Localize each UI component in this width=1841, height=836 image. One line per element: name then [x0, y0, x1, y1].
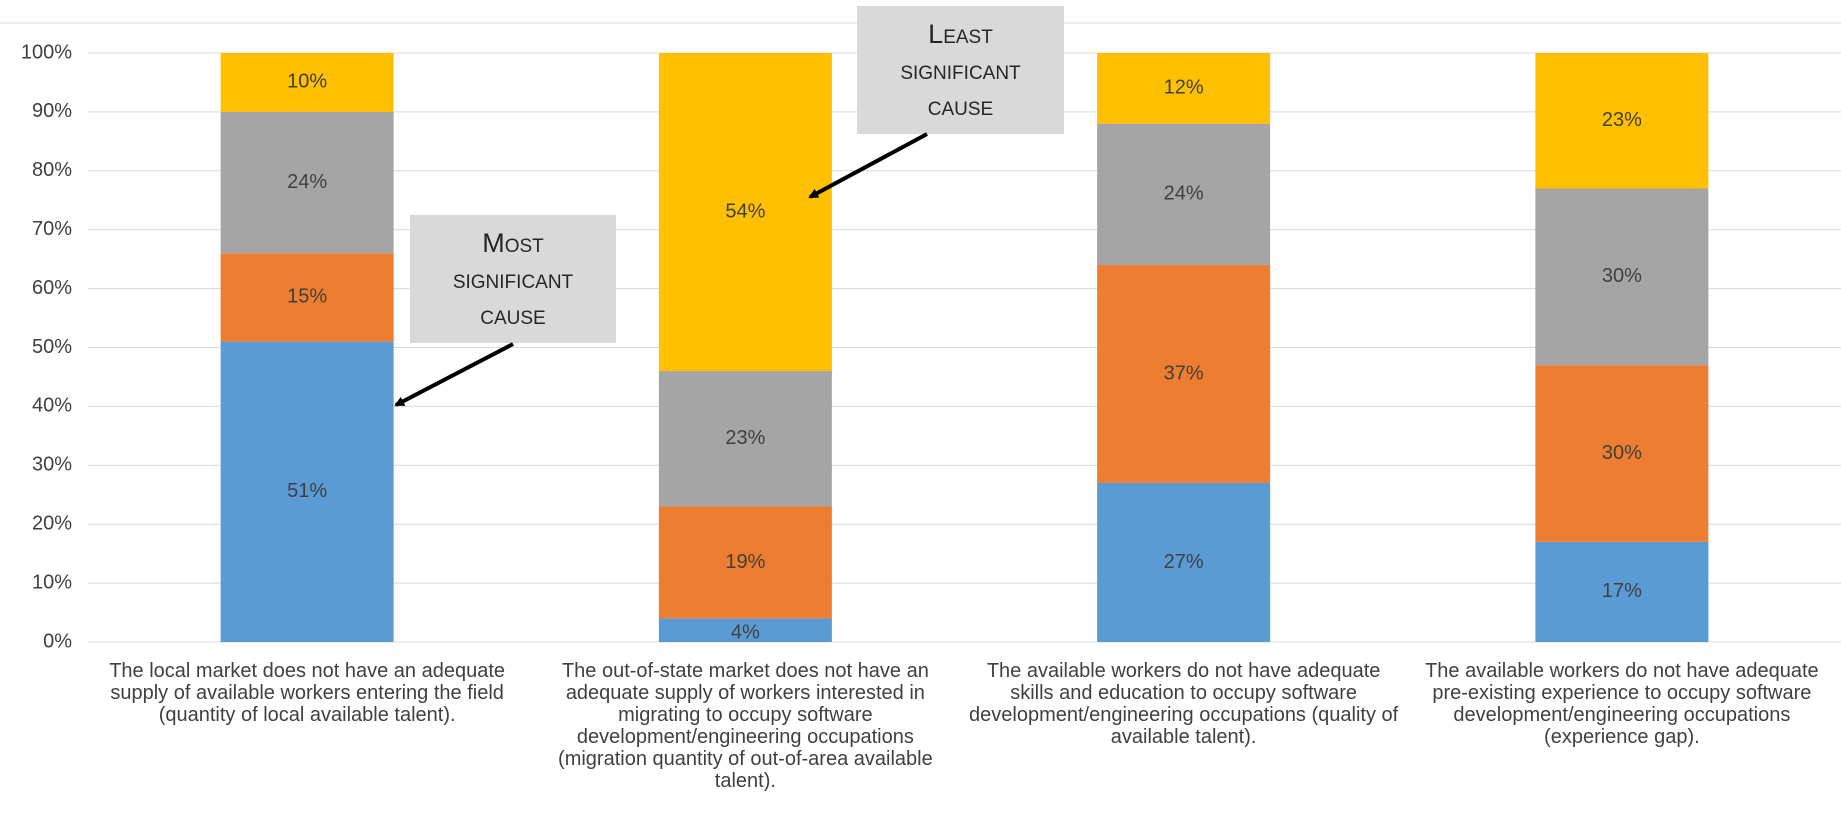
- bar-segment: [1535, 365, 1709, 542]
- data-label: 27%: [1164, 551, 1204, 573]
- x-tick-label: The available workers do not have adequa…: [969, 660, 1399, 748]
- y-tick-label: 80%: [32, 159, 72, 181]
- y-tick-label: 10%: [32, 571, 72, 593]
- y-tick-label: 90%: [32, 100, 72, 122]
- data-label: 37%: [1164, 362, 1204, 384]
- data-label: 15%: [287, 286, 327, 308]
- bar-segment: [658, 371, 832, 507]
- annotation-text: cause: [480, 300, 545, 330]
- data-label: 19%: [725, 551, 765, 573]
- annotation-text: significant: [900, 55, 1021, 85]
- annotation-text: Least: [928, 19, 993, 49]
- bar-segment: [1535, 541, 1709, 642]
- data-label: 17%: [1602, 580, 1642, 602]
- bar-segment: [220, 111, 394, 254]
- y-tick-label: 100%: [21, 41, 72, 63]
- data-label: 24%: [287, 171, 327, 193]
- y-tick-label: 50%: [32, 336, 72, 358]
- y-tick-label: 60%: [32, 277, 72, 299]
- bar-segment: [1097, 123, 1271, 266]
- y-tick-label: 0%: [43, 630, 72, 652]
- data-label: 4%: [731, 622, 760, 644]
- annotation-text: significant: [453, 264, 574, 294]
- bar-segment: [220, 341, 394, 642]
- data-label: 12%: [1164, 77, 1204, 99]
- bar-segment: [1535, 53, 1709, 189]
- bar-segment: [220, 53, 394, 112]
- bar-segment: [1097, 53, 1271, 124]
- data-label: 23%: [1602, 109, 1642, 131]
- y-tick-label: 40%: [32, 395, 72, 417]
- data-label: 54%: [725, 200, 765, 222]
- x-tick-label: The available workers do not have adequa…: [1425, 660, 1819, 748]
- data-label: 24%: [1164, 183, 1204, 205]
- y-tick-label: 20%: [32, 512, 72, 534]
- annotation-text: cause: [928, 91, 993, 121]
- bar-segment: [658, 506, 832, 619]
- annotation-text: Most: [482, 228, 544, 258]
- bar-segment: [658, 53, 832, 372]
- data-label: 10%: [287, 71, 327, 93]
- annotation-arrow: [808, 132, 928, 199]
- annotation-box: [410, 215, 616, 343]
- bar-segment: [1097, 482, 1271, 642]
- data-label: 23%: [725, 427, 765, 449]
- x-tick-label: The out-of-state market does not have an…: [558, 660, 933, 792]
- y-tick-label: 70%: [32, 218, 72, 240]
- annotation-arrow: [394, 342, 514, 407]
- data-label: 30%: [1602, 442, 1642, 464]
- y-tick-label: 30%: [32, 454, 72, 476]
- bar-segment: [1097, 265, 1271, 483]
- x-tick-label: The local market does not have an adequa…: [109, 660, 506, 726]
- data-label: 30%: [1602, 265, 1642, 287]
- bar-segment: [1535, 188, 1709, 366]
- data-label: 51%: [287, 480, 327, 502]
- annotation-box: [857, 6, 1064, 134]
- bar-segment: [658, 618, 832, 642]
- bar-segment: [220, 253, 394, 342]
